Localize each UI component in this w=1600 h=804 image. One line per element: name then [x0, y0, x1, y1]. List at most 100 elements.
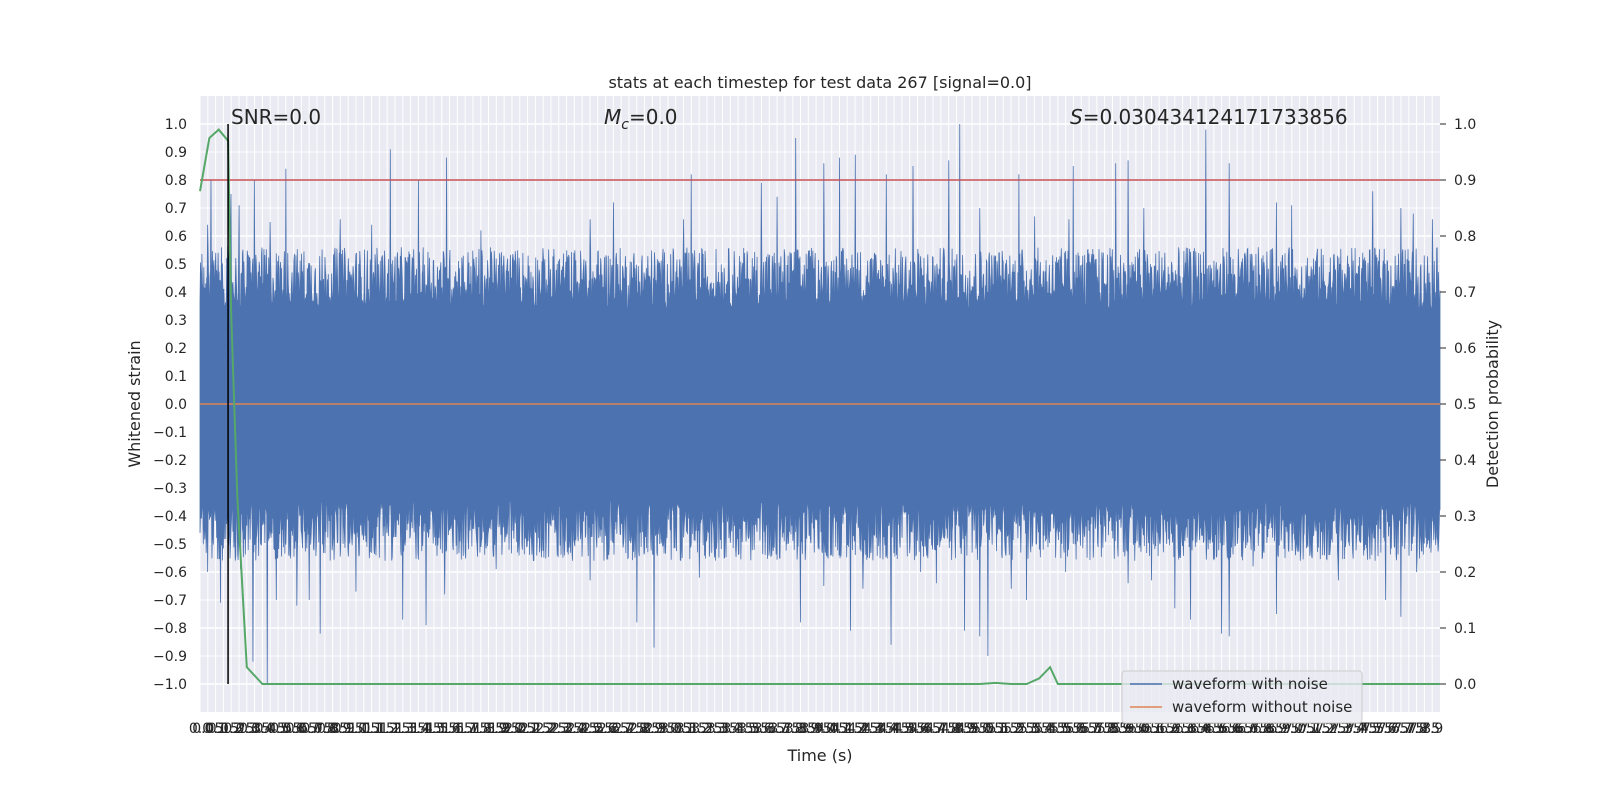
x-tick-label: 2.45 [567, 721, 598, 737]
snr-annotation: SNR=0.0 [231, 105, 321, 129]
y-tick-label-left: 1.0 [165, 117, 187, 133]
x-tick-label: 3.1 [672, 721, 694, 737]
legend-frame [1121, 670, 1363, 724]
x-tick-label: 4.2 [844, 721, 866, 737]
x-tick-label: 0.35 [239, 721, 270, 737]
x-tick-label: 3.2 [688, 721, 710, 737]
x-tick-label: 0.5 [267, 721, 289, 737]
x-tick-label: 7.9 [1421, 721, 1443, 737]
x-tick-label: 6.05 [1128, 721, 1159, 737]
x-tick-label: 4.6 [906, 721, 928, 737]
x-tick-label: 3.75 [769, 721, 800, 737]
x-tick-label: 2.6 [594, 721, 616, 737]
y-tick-label-left: 0.1 [165, 369, 187, 385]
x-tick-label: 0.6 [282, 721, 304, 737]
x-tick-label: 1.45 [411, 721, 442, 737]
x-tick-label: 6.15 [1144, 721, 1175, 737]
x-tick-label: 5.7 [1078, 721, 1100, 737]
x-tick-label: 2.15 [520, 721, 551, 737]
x-tick-label: 4.9 [953, 721, 975, 737]
x-tick-label: 3.7 [766, 721, 788, 737]
y-tick-label-left: 0.6 [165, 229, 187, 245]
x-tick-label: 3.9 [797, 721, 819, 737]
x-tick-label: 0.2 [220, 721, 242, 737]
x-tick-label: 5.9 [1109, 721, 1131, 737]
x-tick-label: 3.65 [754, 721, 785, 737]
x-tick-label: 6.75 [1237, 721, 1268, 737]
x-tick-label: 7.2 [1312, 721, 1334, 737]
x-tick-label: 7.45 [1346, 721, 1377, 737]
x-tick-label: 7.1 [1296, 721, 1318, 737]
s-symbol: S [1070, 105, 1083, 129]
x-tick-label: 1.5 [423, 721, 445, 737]
series-layer [199, 123, 1441, 685]
x-tick-label: 6.55 [1206, 721, 1237, 737]
x-tick-label: 6.7 [1234, 721, 1256, 737]
x-tick-label: 0.75 [301, 721, 332, 737]
x-tick-label: 5.65 [1066, 721, 1097, 737]
y-tick-label-right: 0.3 [1454, 509, 1476, 525]
y-tick-label-left: 0.0 [165, 397, 187, 413]
x-tick-label: 5.95 [1112, 721, 1143, 737]
y-tick-label-right: 0.8 [1454, 229, 1476, 245]
x-tick-label: 1.8 [470, 721, 492, 737]
x-tick-label: 0.0 [189, 721, 211, 737]
x-tick-label: 2.1 [516, 721, 538, 737]
x-tick-label: 0.65 [286, 721, 317, 737]
x-tick-label: 3.0 [657, 721, 679, 737]
x-tick-label: 4.25 [847, 721, 878, 737]
x-tick-label: 7.4 [1343, 721, 1365, 737]
x-tick-label: 5.75 [1081, 721, 1112, 737]
y-tick-label-right: 0.9 [1454, 173, 1476, 189]
x-tick-label: 0.9 [329, 721, 351, 737]
y-tick-label-left: −0.3 [153, 481, 187, 497]
x-tick-label: 6.65 [1222, 721, 1253, 737]
x-tick-label: 4.05 [816, 721, 847, 737]
x-tick-label: 5.25 [1003, 721, 1034, 737]
x-tick-label: 7.0 [1281, 721, 1303, 737]
x-tick-label: 0.3 [236, 721, 258, 737]
x-tick-label: 6.5 [1203, 721, 1225, 737]
x-tick-label: 0.7 [298, 721, 320, 737]
x-tick-label: 2.9 [641, 721, 663, 737]
x-tick-label: 0.4 [251, 721, 273, 737]
s-value: =0.030434124171733856 [1083, 105, 1348, 129]
y-tick-label-left: 0.3 [165, 313, 187, 329]
x-tick-label: 3.35 [707, 721, 738, 737]
chart-title: stats at each timestep for test data 267… [608, 73, 1031, 92]
x-tick-label: 7.65 [1378, 721, 1409, 737]
legend-label-clean: waveform without noise [1172, 698, 1352, 716]
x-tick-label: 6.35 [1175, 721, 1206, 737]
x-tick-label: 3.55 [738, 721, 769, 737]
x-tick-label: 1.6 [438, 721, 460, 737]
x-tick-label: 1.25 [379, 721, 410, 737]
annotation-layer [199, 124, 1440, 685]
x-axis-label: Time (s) [786, 746, 852, 765]
y-tick-label-left: −0.5 [153, 537, 187, 553]
x-tick-label: 1.95 [489, 721, 520, 737]
x-tick-label: 0.85 [317, 721, 348, 737]
x-tick-label: 1.55 [426, 721, 457, 737]
x-tick-label: 1.1 [360, 721, 382, 737]
y-tick-label-right: 0.7 [1454, 285, 1476, 301]
x-tick-label: 4.55 [894, 721, 925, 737]
y-tick-label-left: −0.8 [153, 621, 187, 637]
x-tick-label: 2.75 [613, 721, 644, 737]
x-tick-label: 0.8 [314, 721, 336, 737]
x-tick-label: 5.55 [1050, 721, 1081, 737]
x-tick-label: 5.45 [1034, 721, 1065, 737]
y-tick-label-left: 0.8 [165, 173, 187, 189]
x-tick-label: 5.1 [984, 721, 1006, 737]
x-tick-label: 6.2 [1156, 721, 1178, 737]
y-tick-label-left: −0.9 [153, 649, 187, 665]
x-tick-label: 7.5 [1359, 721, 1381, 737]
x-tick-label: 6.4 [1187, 721, 1209, 737]
x-tick-label: 6.0 [1125, 721, 1147, 737]
x-tick-label: 4.3 [860, 721, 882, 737]
x-tick-label: 2.25 [535, 721, 566, 737]
y-tick-label-right: 1.0 [1454, 117, 1476, 133]
y-tick-label-left: −0.7 [153, 593, 187, 609]
x-tick-label: 0.95 [333, 721, 364, 737]
